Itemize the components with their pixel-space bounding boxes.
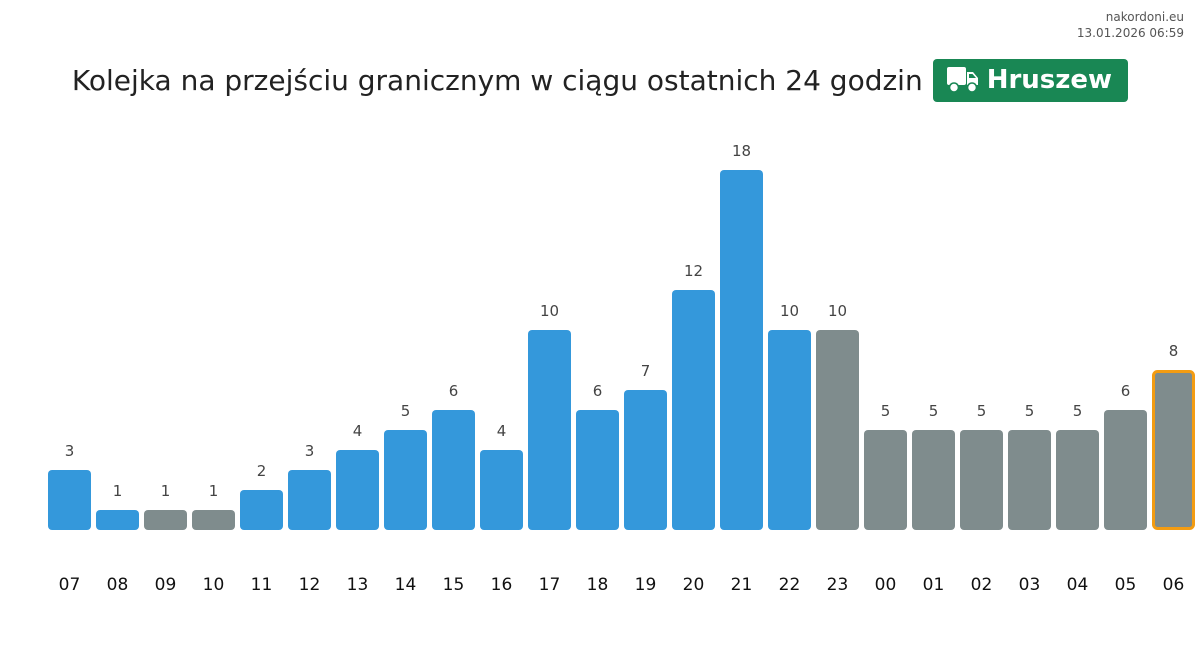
value-label-10: 1 xyxy=(209,482,219,500)
x-tick-label-12: 12 xyxy=(299,575,321,595)
value-label-12: 3 xyxy=(305,442,315,460)
x-tick-label-19: 19 xyxy=(635,575,657,595)
value-label-15: 6 xyxy=(449,382,459,400)
x-tick-label-14: 14 xyxy=(395,575,417,595)
bar-10 xyxy=(192,510,235,530)
bar-17 xyxy=(528,330,571,530)
bar-11 xyxy=(240,490,283,530)
chart-title: Kolejka na przejściu granicznym w ciągu … xyxy=(71,63,923,97)
header: Kolejka na przejściu granicznym w ciągu … xyxy=(0,58,1200,102)
bar-06 xyxy=(1152,370,1195,530)
bar-18 xyxy=(576,410,619,530)
value-label-09: 1 xyxy=(161,482,171,500)
bar-23 xyxy=(816,330,859,530)
bar-22 xyxy=(768,330,811,530)
value-label-19: 7 xyxy=(641,362,651,380)
bar-08 xyxy=(96,510,139,530)
x-tick-label-20: 20 xyxy=(683,575,705,595)
bar-12 xyxy=(288,470,331,530)
bar-00 xyxy=(864,430,907,530)
bar-01 xyxy=(912,430,955,530)
x-tick-label-04: 04 xyxy=(1067,575,1089,595)
bar-20 xyxy=(672,290,715,530)
bar-07 xyxy=(48,470,91,530)
value-label-20: 12 xyxy=(684,262,703,280)
x-tick-label-02: 02 xyxy=(971,575,993,595)
bar-21 xyxy=(720,170,763,530)
bar-04 xyxy=(1056,430,1099,530)
value-label-01: 5 xyxy=(929,402,939,420)
value-label-13: 4 xyxy=(353,422,363,440)
value-label-07: 3 xyxy=(65,442,75,460)
bar-05 xyxy=(1104,410,1147,530)
value-label-00: 5 xyxy=(881,402,891,420)
x-tick-label-23: 23 xyxy=(827,575,849,595)
x-tick-label-09: 09 xyxy=(155,575,177,595)
value-label-22: 10 xyxy=(780,302,799,320)
x-tick-label-03: 03 xyxy=(1019,575,1041,595)
source-info: nakordoni.eu 13.01.2026 06:59 xyxy=(1077,9,1184,41)
value-label-06: 8 xyxy=(1169,342,1179,360)
value-label-18: 6 xyxy=(593,382,603,400)
crossing-badge: Hruszew xyxy=(932,58,1129,102)
x-tick-label-17: 17 xyxy=(539,575,561,595)
bar-19 xyxy=(624,390,667,530)
value-label-17: 10 xyxy=(540,302,559,320)
x-tick-label-08: 08 xyxy=(107,575,129,595)
x-tick-label-10: 10 xyxy=(203,575,225,595)
value-label-21: 18 xyxy=(732,142,751,160)
x-tick-label-07: 07 xyxy=(59,575,81,595)
x-tick-label-18: 18 xyxy=(587,575,609,595)
source-timestamp: 13.01.2026 06:59 xyxy=(1076,26,1184,40)
value-label-16: 4 xyxy=(497,422,507,440)
x-tick-label-16: 16 xyxy=(491,575,513,595)
value-label-23: 10 xyxy=(828,302,847,320)
value-label-04: 5 xyxy=(1073,402,1083,420)
bar-16 xyxy=(480,450,523,530)
x-tick-label-05: 05 xyxy=(1115,575,1137,595)
x-tick-label-00: 00 xyxy=(875,575,897,595)
bar-13 xyxy=(336,450,379,530)
bar-09 xyxy=(144,510,187,530)
x-tick-label-21: 21 xyxy=(731,575,753,595)
crossing-name: Hruszew xyxy=(986,65,1113,95)
value-label-05: 6 xyxy=(1121,382,1131,400)
x-tick-label-11: 11 xyxy=(251,575,273,595)
source-site: nakordoni.eu xyxy=(1105,10,1184,24)
truck-icon xyxy=(946,67,978,93)
value-label-08: 1 xyxy=(113,482,123,500)
value-label-03: 5 xyxy=(1025,402,1035,420)
value-label-14: 5 xyxy=(401,402,411,420)
bar-14 xyxy=(384,430,427,530)
x-tick-label-15: 15 xyxy=(443,575,465,595)
value-label-02: 5 xyxy=(977,402,987,420)
x-tick-label-06: 06 xyxy=(1163,575,1185,595)
value-label-11: 2 xyxy=(257,462,267,480)
x-tick-label-22: 22 xyxy=(779,575,801,595)
x-tick-label-13: 13 xyxy=(347,575,369,595)
bar-03 xyxy=(1008,430,1051,530)
bar-15 xyxy=(432,410,475,530)
bar-02 xyxy=(960,430,1003,530)
x-tick-label-01: 01 xyxy=(923,575,945,595)
